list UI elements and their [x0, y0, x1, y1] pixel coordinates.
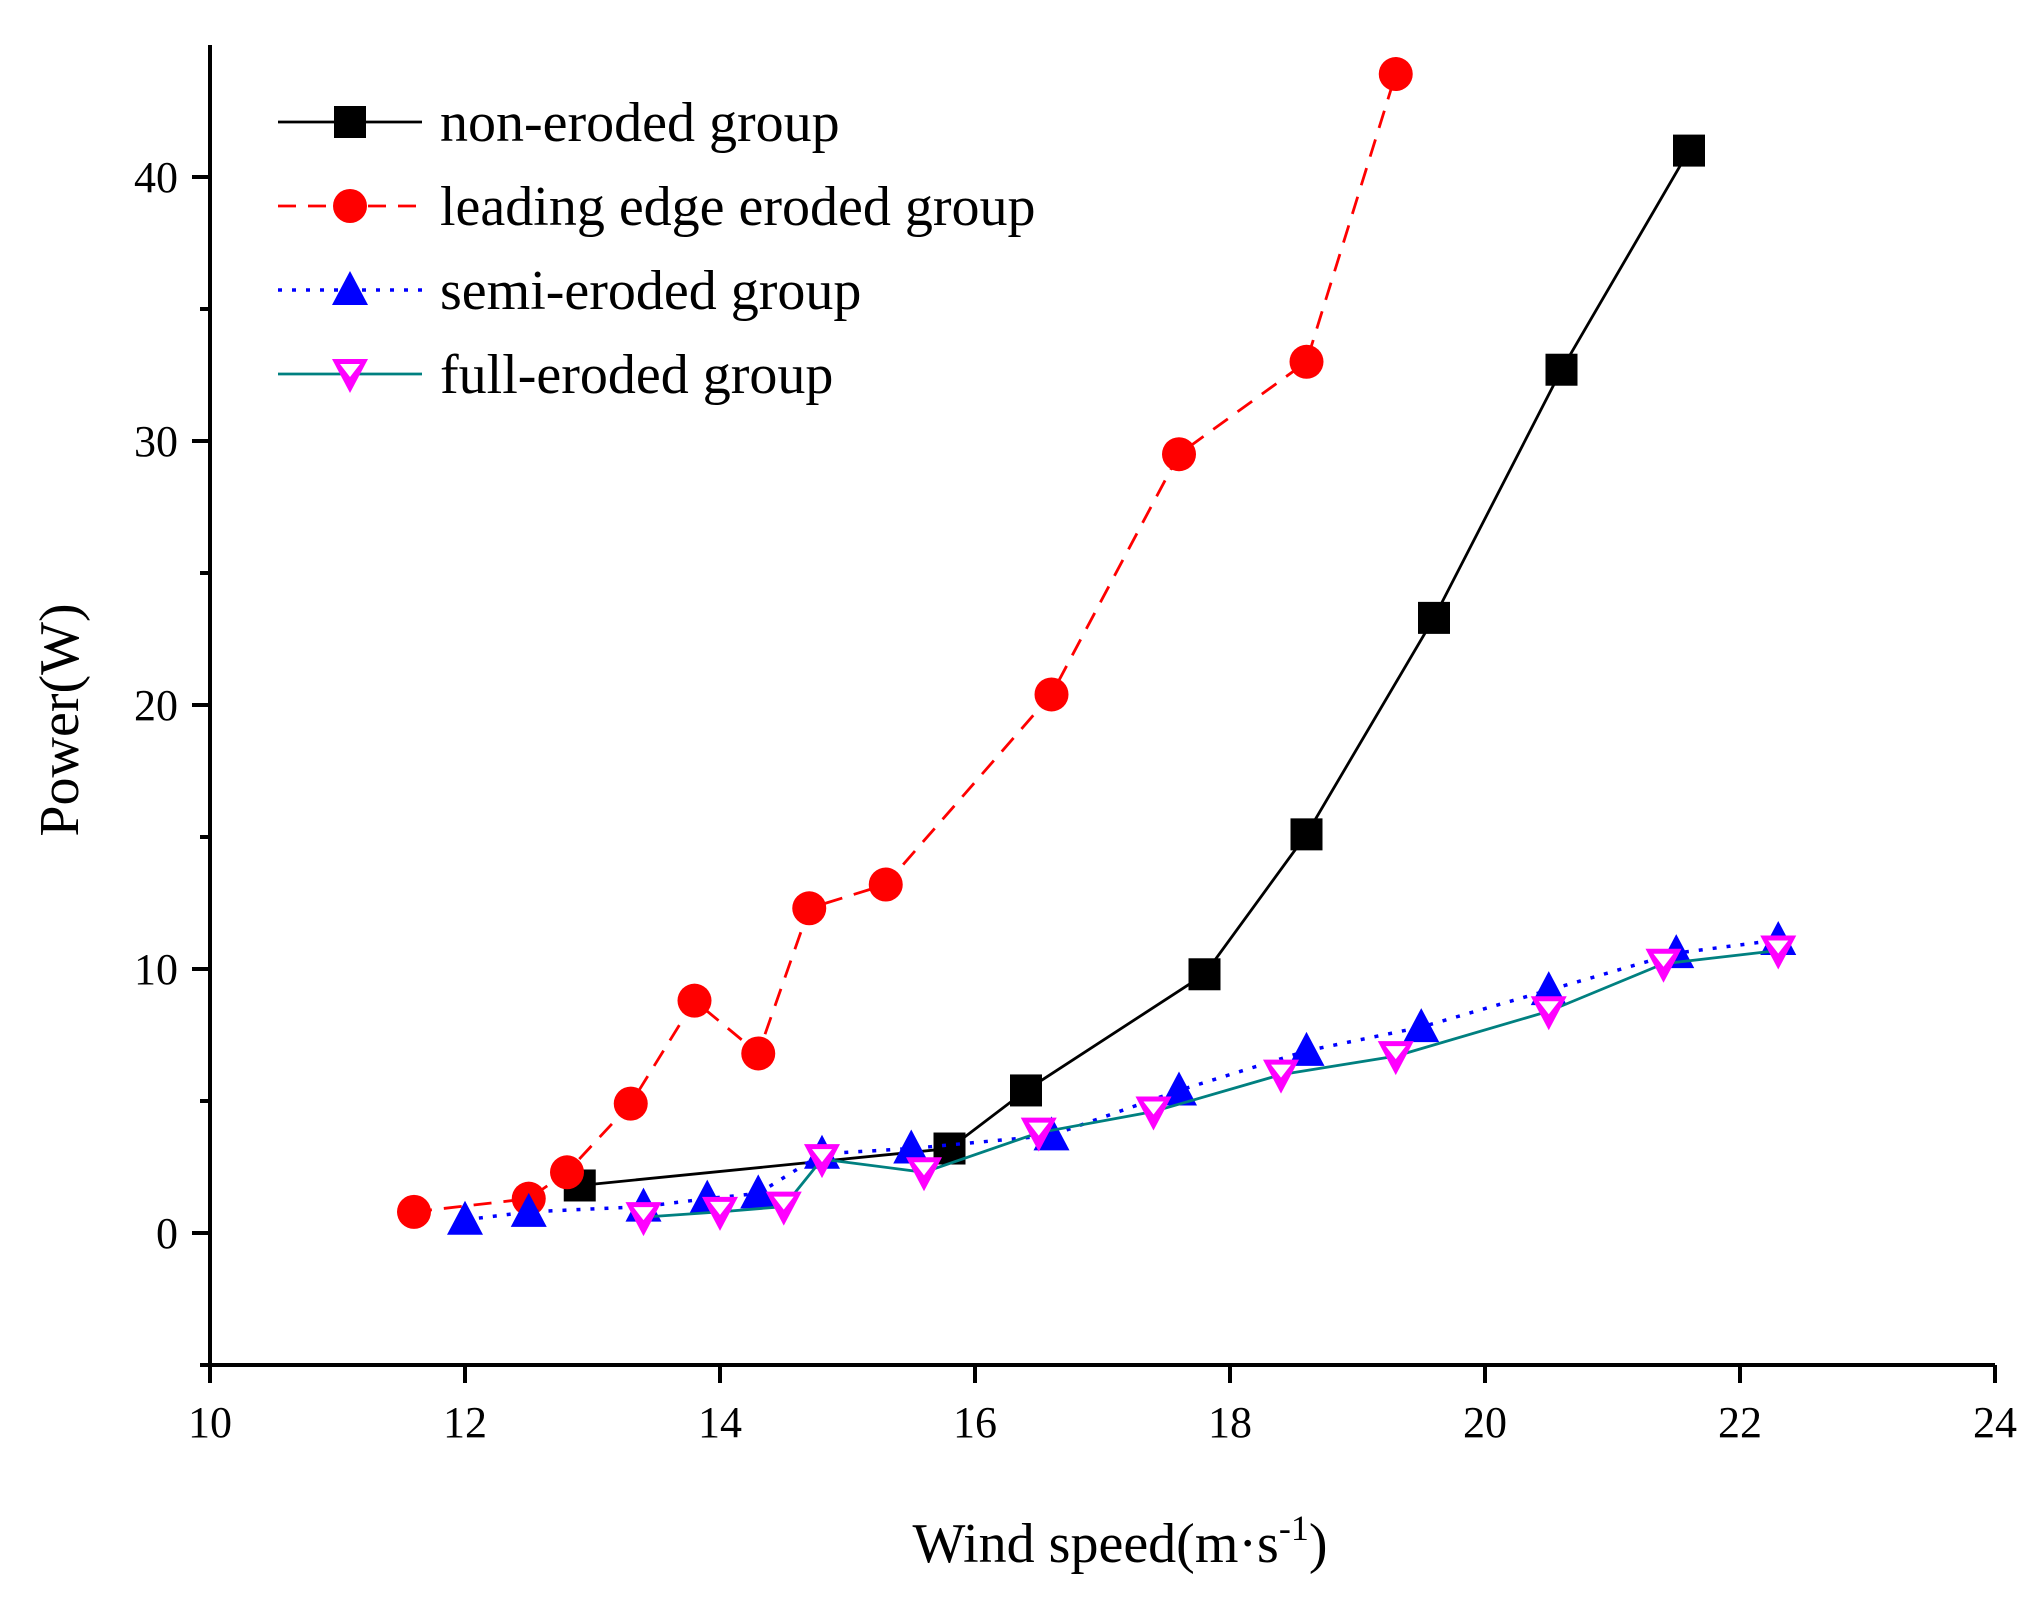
- series-2: [447, 920, 1797, 1235]
- legend-entry: full-eroded group: [278, 344, 833, 406]
- data-point: [792, 891, 827, 926]
- data-point: [906, 1157, 942, 1192]
- data-point: [397, 1194, 431, 1229]
- data-point-highlight: [633, 1207, 654, 1221]
- data-point: [1135, 1096, 1172, 1131]
- x-tick-label: 20: [1463, 1398, 1507, 1447]
- x-axis-title: Wind speed(m·s-1): [913, 1508, 1328, 1575]
- x-tick-label: 16: [953, 1398, 997, 1447]
- data-point: [1760, 935, 1797, 970]
- x-tick-label: 10: [188, 1398, 232, 1447]
- data-point: [804, 1144, 840, 1179]
- data-point: [740, 1174, 777, 1209]
- series-3: [625, 935, 1797, 1237]
- data-point: [702, 1196, 738, 1231]
- data-point: [1545, 353, 1578, 386]
- y-tick-label: 30: [134, 417, 178, 466]
- data-point: [1645, 948, 1682, 983]
- data-point: [1403, 1008, 1440, 1043]
- x-axis-title-sup: -1: [1279, 1508, 1309, 1548]
- series-0: [563, 134, 1705, 1202]
- legend-marker: [332, 359, 368, 393]
- data-point: [1263, 1059, 1299, 1094]
- data-point-highlight: [1385, 1046, 1406, 1060]
- x-axis-title-main: Wind speed(m·s: [913, 1513, 1279, 1575]
- legend-entry: leading edge eroded group: [278, 176, 1036, 238]
- data-point: [510, 1192, 547, 1227]
- series-line: [643, 949, 1779, 1219]
- data-point: [1673, 134, 1705, 167]
- legend: non-eroded group leading edge eroded grou…: [278, 92, 1036, 406]
- legend-label: leading edge eroded group: [440, 176, 1036, 238]
- data-point: [1530, 996, 1567, 1031]
- legend-marker: [332, 271, 368, 305]
- legend-marker: [333, 189, 367, 223]
- legend-marker-highlight: [340, 364, 360, 377]
- data-point: [613, 1086, 648, 1121]
- y-tick-label: 0: [156, 1209, 178, 1258]
- series-layer: [397, 57, 1797, 1237]
- y-tick-label: 20: [134, 681, 178, 730]
- data-point: [741, 1036, 776, 1071]
- data-point: [1034, 677, 1069, 712]
- data-point: [677, 983, 712, 1018]
- y-tick-label: 10: [134, 945, 178, 994]
- data-point-highlight: [1143, 1101, 1164, 1115]
- data-point: [1188, 958, 1221, 991]
- data-point: [868, 867, 903, 902]
- data-point-highlight: [1653, 953, 1674, 967]
- x-tick-label: 18: [1208, 1398, 1252, 1447]
- legend-marker: [334, 106, 366, 138]
- series-1: [397, 57, 1413, 1229]
- legend-entry: semi-eroded group: [278, 260, 861, 322]
- series-line: [413, 73, 1398, 1214]
- x-tick-label: 22: [1718, 1398, 1762, 1447]
- axes: 10 12 14 16 18 20 22 24 0 10 20 30 40: [134, 45, 2017, 1447]
- data-point: [1288, 1031, 1325, 1066]
- data-point-highlight: [710, 1201, 730, 1215]
- data-point: [765, 1191, 802, 1226]
- data-point-highlight: [914, 1162, 934, 1176]
- x-tick-label: 14: [698, 1398, 742, 1447]
- data-point: [1289, 344, 1324, 379]
- x-tick-label: 24: [1973, 1398, 2017, 1447]
- data-point: [1378, 57, 1413, 92]
- x-tick-label: 12: [443, 1398, 487, 1447]
- data-point: [1162, 437, 1196, 472]
- data-point: [1377, 1041, 1414, 1076]
- data-point-highlight: [1538, 1001, 1559, 1015]
- data-point: [1020, 1117, 1057, 1152]
- data-point: [1418, 601, 1450, 634]
- legend-label: semi-eroded group: [440, 260, 861, 322]
- data-point: [1010, 1074, 1042, 1107]
- data-point-highlight: [773, 1196, 794, 1210]
- y-tick-label: 40: [134, 153, 178, 202]
- data-point-highlight: [1028, 1122, 1049, 1136]
- data-point: [625, 1202, 662, 1237]
- legend-entry: non-eroded group: [278, 92, 840, 154]
- x-axis-title-close: ): [1309, 1513, 1328, 1575]
- data-point: [1290, 818, 1323, 851]
- data-point: [550, 1155, 584, 1190]
- legend-label: non-eroded group: [440, 92, 840, 154]
- legend-label: full-eroded group: [440, 344, 833, 406]
- data-point: [893, 1129, 930, 1164]
- data-point: [447, 1200, 483, 1235]
- y-axis-title: Power(W): [29, 603, 91, 836]
- data-point-highlight: [1271, 1064, 1291, 1078]
- data-point-highlight: [812, 1149, 832, 1163]
- data-point-highlight: [1768, 940, 1789, 954]
